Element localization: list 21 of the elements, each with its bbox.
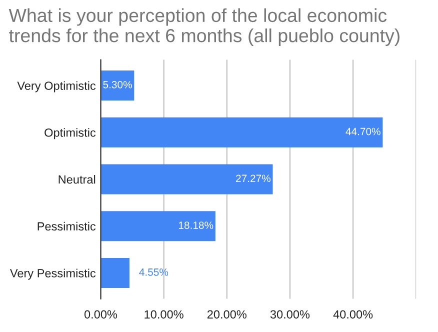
bar bbox=[100, 70, 134, 101]
data-label: 18.18% bbox=[178, 222, 214, 229]
y-tick-label: Neutral bbox=[58, 175, 96, 184]
data-label: 27.27% bbox=[236, 174, 270, 182]
data-label: 5.30% bbox=[103, 80, 132, 88]
bar bbox=[100, 117, 383, 148]
data-label: 4.55% bbox=[139, 268, 168, 276]
x-tick-label: 10.00% bbox=[144, 310, 184, 319]
data-label: 44.70% bbox=[346, 128, 380, 136]
x-tick-label: 0.00% bbox=[84, 310, 118, 319]
x-tick-label: 30.00% bbox=[270, 310, 310, 319]
y-tick-label: Very Optimistic bbox=[17, 81, 96, 92]
bar bbox=[100, 211, 216, 242]
y-tick-label: Very Pessimistic bbox=[10, 268, 96, 280]
x-tick-label: 20.00% bbox=[207, 310, 246, 319]
x-tick-label: 40.00% bbox=[333, 310, 373, 319]
bar bbox=[100, 258, 130, 288]
chart-title: What is your perception of the local economic trends for the next 6 months (all pueblo county) bbox=[8, 8, 400, 46]
y-tick-label: Pessimistic bbox=[38, 222, 96, 231]
bar bbox=[100, 164, 273, 194]
y-tick-label: Optimistic bbox=[44, 128, 96, 140]
